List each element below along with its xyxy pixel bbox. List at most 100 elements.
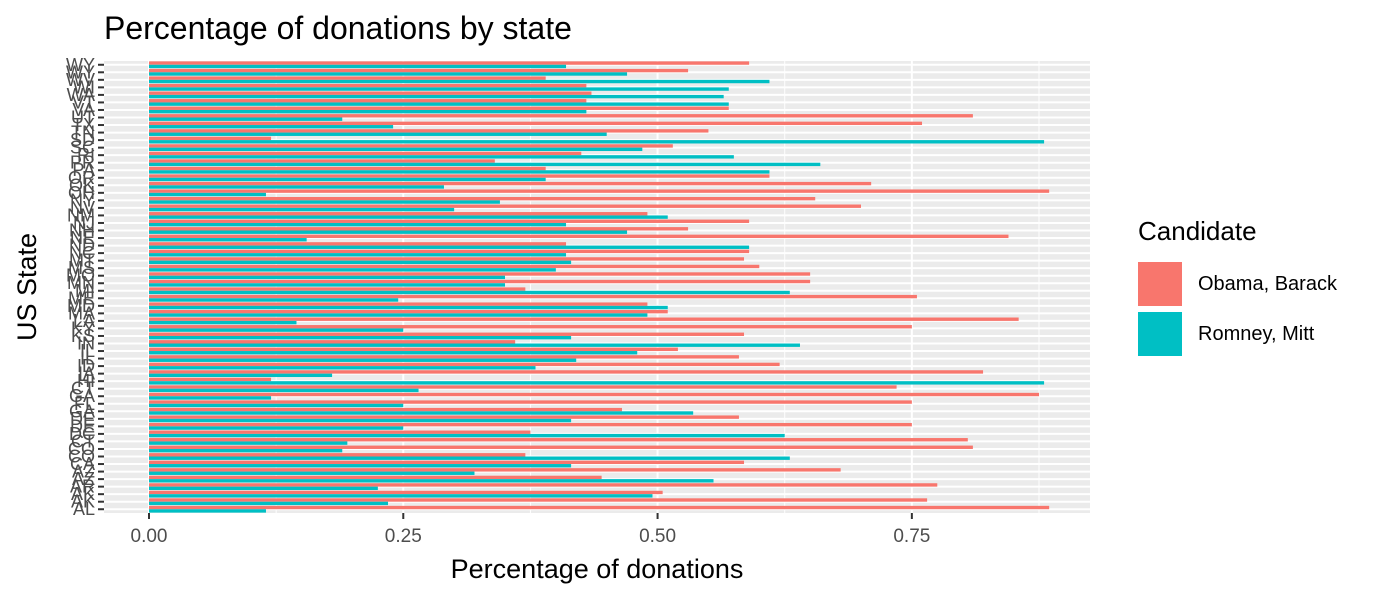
y-tick-label: OK: [69, 175, 95, 195]
bar-romney: [149, 215, 668, 219]
bar-obama: [149, 392, 1039, 397]
bar-romney: [149, 192, 266, 197]
y-tick-label: AK: [71, 492, 95, 512]
y-tick-label: OR: [68, 168, 95, 188]
bar-obama: [149, 287, 526, 291]
y-tick-label: KS: [71, 326, 95, 346]
y-tick-label: IA: [78, 364, 95, 384]
legend-key-obama: [1138, 262, 1182, 306]
legend-item-romney: Romney, Mitt: [1138, 311, 1337, 357]
bar-romney: [149, 177, 546, 182]
bar-romney: [149, 125, 394, 129]
y-tick-label: AZ: [72, 462, 95, 482]
bar-obama: [149, 430, 531, 434]
bar-romney: [149, 320, 297, 325]
chart-title: Percentage of donations by state: [104, 10, 572, 46]
bar-romney: [149, 222, 567, 227]
bar-obama: [149, 279, 811, 284]
bar-romney: [149, 298, 399, 302]
bar-romney: [149, 471, 475, 475]
bar-obama: [149, 212, 648, 216]
y-tick-label: OH: [68, 183, 95, 203]
bar-obama: [149, 249, 750, 254]
bar-obama: [149, 83, 587, 88]
bar-obama: [149, 76, 546, 80]
bar-romney: [149, 64, 567, 69]
y-tick-label: NV: [70, 198, 95, 218]
bar-obama: [149, 159, 495, 163]
bar-romney: [149, 230, 628, 234]
bar-obama: [149, 204, 861, 208]
bar-obama: [149, 294, 917, 299]
legend-label-obama: Obama, Barack: [1198, 272, 1337, 295]
x-tick-label: 0.25: [385, 526, 422, 547]
y-tick-label: SD: [70, 130, 95, 150]
bar-romney: [149, 275, 505, 280]
bar-romney: [149, 283, 505, 287]
y-tick-label: HI: [77, 371, 95, 391]
x-tick-label: 0.50: [639, 526, 676, 547]
bar-romney: [149, 456, 790, 460]
y-tick-label: CT: [71, 379, 95, 399]
bar-romney: [149, 351, 638, 355]
bar-obama: [149, 189, 1050, 193]
bar-obama: [149, 340, 516, 344]
bar-obama: [149, 498, 928, 502]
y-tick-label: MO: [66, 266, 95, 286]
bar-obama: [149, 377, 272, 382]
y-tick-label: GA: [69, 386, 95, 406]
bar-romney: [149, 140, 1045, 144]
y-tick-label: RI: [77, 145, 95, 165]
bar-romney: [149, 335, 572, 340]
bar-obama: [149, 490, 663, 495]
y-tick-label: ID: [77, 356, 95, 376]
bar-obama: [149, 227, 689, 231]
bar-obama: [149, 385, 897, 389]
bar-romney: [149, 509, 266, 513]
bar-obama: [149, 91, 592, 95]
y-tick-label: AZ: [72, 469, 95, 489]
bars-layer: [149, 61, 1050, 513]
y-tick-label: DE: [70, 416, 95, 436]
bar-romney: [149, 358, 577, 362]
bar-romney: [149, 162, 821, 167]
legend-item-obama: Obama, Barack: [1138, 261, 1337, 307]
bar-romney: [149, 433, 785, 438]
bar-romney: [149, 501, 389, 506]
bar-romney: [149, 411, 694, 415]
bar-romney: [149, 245, 750, 249]
bar-romney: [149, 117, 343, 121]
bar-obama: [149, 325, 912, 329]
bar-romney: [149, 253, 567, 257]
y-tick-label: GA: [69, 401, 95, 421]
y-tick-label: NY: [70, 190, 95, 210]
y-tick-label: NJ: [73, 213, 95, 233]
bar-romney: [149, 109, 587, 114]
bar-obama: [149, 302, 648, 306]
bar-obama: [149, 317, 1019, 321]
y-tick-label: AR: [70, 477, 95, 497]
bar-obama: [149, 242, 567, 246]
bar-obama: [149, 460, 745, 465]
bar-obama: [149, 415, 739, 419]
y-tick-label: NH: [69, 221, 95, 241]
y-tick-label: PA: [72, 160, 95, 180]
bar-romney: [149, 207, 455, 212]
legend-key-romney: [1138, 312, 1182, 356]
bar-romney: [149, 479, 714, 483]
bar-obama: [149, 106, 729, 110]
bar-romney: [149, 464, 572, 468]
bar-romney: [149, 200, 500, 204]
bar-romney: [149, 366, 536, 370]
y-tick-label: NE: [70, 228, 95, 248]
bar-obama: [149, 121, 923, 126]
bar-romney: [149, 155, 734, 159]
y-tick-label: MA: [68, 303, 95, 323]
bar-romney: [149, 72, 628, 76]
bar-romney: [149, 79, 770, 84]
bar-obama: [149, 166, 546, 171]
bar-obama: [149, 332, 745, 336]
bar-obama: [149, 272, 811, 276]
y-axis: ALAKAKARAZAZCACOCOCTDCDEDEGAFLGACTHIIAID…: [66, 55, 104, 519]
